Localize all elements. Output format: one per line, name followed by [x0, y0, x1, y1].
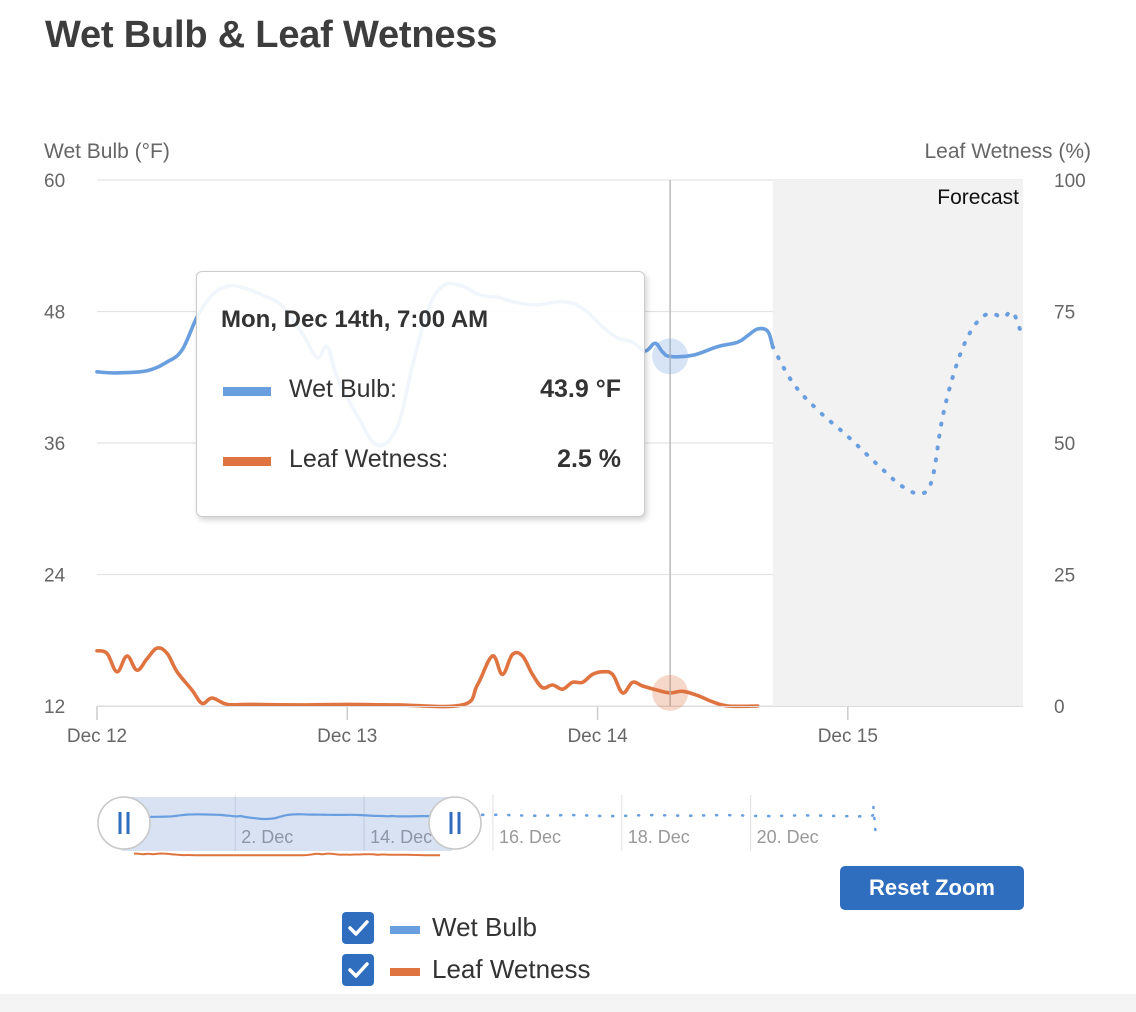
y-left-axis-title: Wet Bulb (°F) — [44, 140, 170, 163]
checkbox-checked-icon[interactable] — [342, 912, 374, 944]
forecast-label: Forecast — [937, 186, 1019, 209]
legend-swatch-leaf-wetness — [390, 968, 420, 976]
legend: Wet Bulb Leaf Wetness — [342, 911, 642, 995]
y-right-tick-label: 100 — [1054, 171, 1086, 192]
y-left-tick-label: 36 — [44, 434, 65, 455]
reset-zoom-button[interactable]: Reset Zoom — [840, 866, 1024, 910]
footer-strip — [0, 994, 1136, 1012]
y-right-axis-title: Leaf Wetness (%) — [924, 140, 1091, 163]
legend-item-wet-bulb[interactable]: Wet Bulb — [342, 911, 642, 945]
hover-marker-leaf-wetness — [652, 674, 689, 711]
tooltip-label: Wet Bulb: — [289, 375, 397, 403]
tooltip-value: 43.9 °F — [540, 375, 621, 403]
navigator-handle-body — [428, 796, 482, 850]
y-left-tick-label: 48 — [44, 303, 65, 324]
navigator-series-leaf-wetness — [133, 852, 441, 857]
y-left-tick-label: 60 — [44, 171, 65, 192]
forecast-band — [772, 180, 1023, 706]
tooltip-header: Mon, Dec 14th, 7:00 AM — [221, 306, 489, 333]
legend-item-leaf-wetness[interactable]: Leaf Wetness — [342, 953, 642, 987]
series-forecast-line-wet-bulb — [770, 309, 1025, 496]
x-tick-label: Dec 14 — [567, 726, 628, 747]
navigator-forecast-wet-bulb — [441, 813, 875, 818]
navigator-handle-right[interactable] — [428, 796, 482, 850]
legend-label: Leaf Wetness — [432, 954, 591, 984]
y-right-tick-label: 0 — [1054, 697, 1065, 718]
tooltip-swatch-leaf-wetness — [223, 457, 271, 466]
crosshair — [652, 180, 689, 711]
tooltip-row-wet-bulb: Wet Bulb: 43.9 °F — [223, 375, 621, 407]
y-left-tick-label: 12 — [44, 697, 65, 718]
tooltip-row-leaf-wetness: Leaf Wetness: 2.5 % — [223, 445, 621, 477]
tooltip-label: Leaf Wetness: — [289, 445, 449, 473]
navigator-tick-label: 18. Dec — [628, 827, 690, 847]
tooltip-swatch-wet-bulb — [223, 387, 271, 396]
navigator-series-wet-bulb — [133, 813, 448, 821]
x-tick-label: Dec 12 — [67, 726, 127, 747]
legend-swatch-wet-bulb — [390, 926, 420, 934]
navigator-tick-label: 16. Dec — [499, 827, 561, 847]
tooltip-value: 2.5 % — [557, 445, 621, 473]
navigator-tick-label: 14. Dec — [370, 827, 432, 847]
x-tick-label: Dec 13 — [317, 726, 377, 747]
navigator-selected-range — [122, 797, 452, 851]
y-right-tick-label: 25 — [1054, 566, 1075, 587]
page-title: Wet Bulb & Leaf Wetness — [45, 14, 498, 56]
navigator-handle-body — [97, 796, 151, 850]
navigator-handle-left[interactable] — [97, 796, 151, 850]
tooltip: Mon, Dec 14th, 7:00 AM Wet Bulb: 43.9 °F… — [196, 271, 645, 517]
y-left-tick-label: 24 — [44, 566, 66, 587]
y-right-tick-label: 50 — [1054, 434, 1075, 455]
forecast-region: Forecast — [772, 180, 1023, 706]
hover-marker-wet-bulb — [652, 338, 689, 375]
navigator-tick-label: 2. Dec — [241, 827, 293, 847]
y-right-tick-label: 75 — [1054, 303, 1075, 324]
navigator-tick-label: 20. Dec — [757, 827, 819, 847]
checkbox-checked-icon[interactable] — [342, 954, 374, 986]
axes: 60 100 48 75 36 50 24 25 12 0 Wet Bulb (°F) Leaf We… — [44, 140, 1091, 747]
x-tick-label: Dec 15 — [818, 726, 878, 747]
series-line-leaf-wetness — [95, 646, 760, 709]
legend-label: Wet Bulb — [432, 912, 538, 942]
navigator-forecast-tail — [872, 805, 878, 841]
navigator[interactable]: 2. Dec 14. Dec 16. Dec 18. Dec 20. Dec — [97, 795, 878, 857]
